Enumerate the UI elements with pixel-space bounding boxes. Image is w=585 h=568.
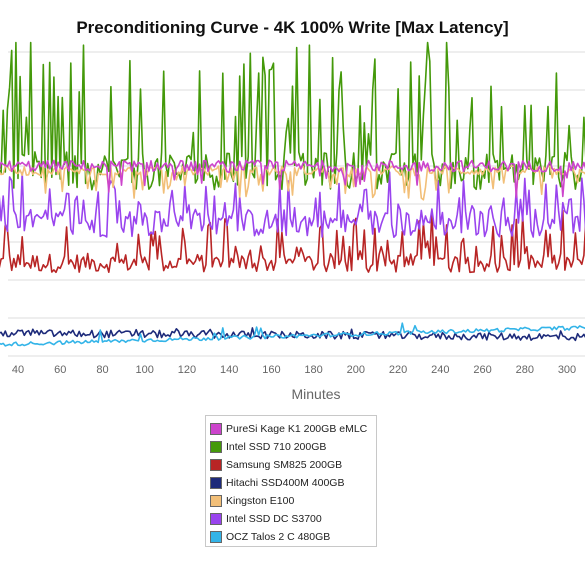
x-tick-label: 280 [516,364,534,376]
x-tick-label: 200 [347,364,365,376]
legend-item: Samsung SM825 200GB [210,456,376,474]
series-line [0,159,585,199]
legend-label: PureSi Kage K1 200GB eMLC [226,423,368,435]
legend-swatch [210,459,222,471]
x-tick-label: 220 [389,364,407,376]
legend-item: Hitachi SSD400M 400GB [210,474,376,492]
x-axis-label: Minutes [291,386,341,402]
legend-label: Intel SSD DC S3700 [226,513,322,525]
series-line [0,327,585,342]
legend-label: Intel SSD 710 200GB [226,441,327,453]
x-tick-labels: 40 60 80 100 120 140 160 180 200 220 240 260 280 300 [12,364,576,376]
series-line [0,41,585,191]
legend-item: PureSi Kage K1 200GB eMLC [210,420,376,438]
legend-item: Kingston E100 [210,492,376,510]
x-tick-label: 40 [12,364,24,376]
x-tick-label: 140 [220,364,238,376]
legend-item: Intel SSD DC S3700 [210,510,376,528]
series-line [0,209,585,274]
legend: PureSi Kage K1 200GB eMLC Intel SSD 710 2… [205,415,377,547]
legend-swatch [210,477,222,489]
legend-label: Kingston E100 [226,495,295,507]
x-tick-label: 120 [178,364,196,376]
x-tick-label: 80 [96,364,108,376]
chart-plot: 40 60 80 100 120 140 160 180 200 220 240 260 280 300 [0,41,585,376]
x-tick-label: 100 [136,364,154,376]
series-line [0,171,585,238]
legend-label: Hitachi SSD400M 400GB [226,477,345,489]
series-line [0,165,585,201]
legend-label: OCZ Talos 2 C 480GB [226,531,331,543]
legend-swatch [210,531,222,543]
x-tick-label: 60 [54,364,66,376]
legend-item: Intel SSD 710 200GB [210,438,376,456]
legend-swatch [210,495,222,507]
x-tick-label: 260 [473,364,491,376]
x-tick-label: 160 [262,364,280,376]
legend-item: OCZ Talos 2 C 480GB [210,528,376,546]
chart-title: Preconditioning Curve - 4K 100% Write [M… [76,18,509,37]
legend-label: Samsung SM825 200GB [226,459,343,471]
series-lines [0,41,585,347]
legend-swatch [210,441,222,453]
series-line [0,322,585,347]
legend-swatch [210,423,222,435]
x-tick-label: 300 [558,364,576,376]
x-tick-label: 180 [304,364,322,376]
legend-swatch [210,513,222,525]
x-tick-label: 240 [431,364,449,376]
